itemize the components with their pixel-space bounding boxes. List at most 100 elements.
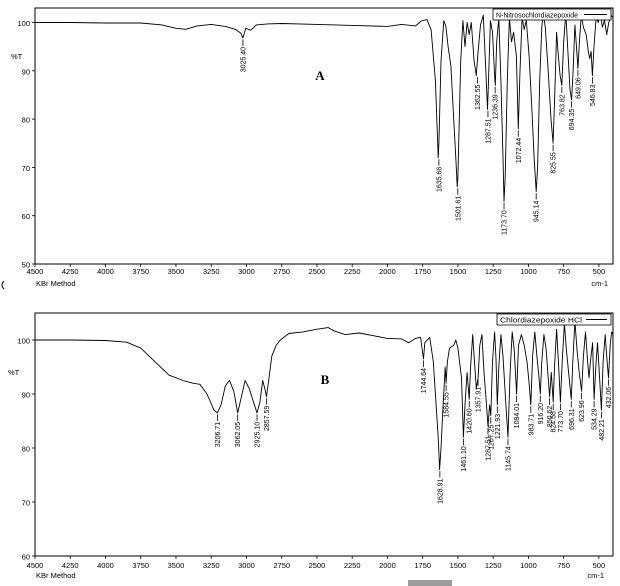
peak-label-a: 825.55 <box>551 152 558 174</box>
peak-label-b: 916.20 <box>538 403 545 425</box>
y-tick-label-b: 70 <box>22 499 30 508</box>
x-tick-label-a: 500 <box>593 267 606 276</box>
peak-label-a: 3025.40 <box>240 47 247 72</box>
panel-label-a: A <box>315 68 325 83</box>
spectrum-trace-b <box>35 320 614 471</box>
x-tick-label-b: 500 <box>593 561 606 570</box>
x-tick-label-b: 2500 <box>309 561 326 570</box>
plot-frame-a <box>34 7 614 265</box>
x-tick-label-a: 1500 <box>450 267 467 276</box>
peak-label-b: 3206.71 <box>215 422 222 447</box>
plot-frame-b <box>34 312 614 557</box>
x-tick-label-b: 1750 <box>414 561 431 570</box>
peak-label-a: 1362.55 <box>475 85 482 110</box>
x-tick-label-a: 3500 <box>168 267 185 276</box>
y-tick-label-b: 60 <box>22 553 30 562</box>
x-tick-label-a: 3750 <box>132 267 149 276</box>
ylabel-a: %T <box>11 52 23 61</box>
peak-label-b: 1221.93 <box>495 414 502 439</box>
x-tick-label-b: 4000 <box>97 561 114 570</box>
x-tick-label-b: 1500 <box>450 561 467 570</box>
y-tick-label-a: 90 <box>22 67 30 76</box>
peak-label-b: 983.71 <box>528 414 535 436</box>
x-tick-label-b: 1000 <box>520 561 537 570</box>
peak-label-b: 824.58 <box>551 411 558 433</box>
peak-label-b: 3062.05 <box>235 422 242 447</box>
x-tick-label-b: 4500 <box>27 561 44 570</box>
peak-label-a: 694.35 <box>569 109 576 131</box>
x-tick-label-a: 2500 <box>309 267 326 276</box>
peak-label-b: 534.29 <box>592 408 599 430</box>
peak-label-a: 1287.51 <box>485 118 492 143</box>
peak-label-b: 1287.51 <box>485 435 492 460</box>
y-tick-label-b: 100 <box>17 337 30 346</box>
peak-label-a: 1635.66 <box>436 167 443 192</box>
x-tick-label-b: 3750 <box>132 561 149 570</box>
spectrum-panel-a: 4500 4250 4000 3750 3500 3250 3000 2750 2500 2250… <box>11 7 614 288</box>
x-tick-label-a: 4500 <box>27 267 44 276</box>
panel-label-b: B <box>321 372 330 387</box>
peak-label-b: 1357.91 <box>476 387 483 412</box>
peak-label-b: 696.31 <box>569 408 576 430</box>
peak-label-a: 763.82 <box>559 94 566 116</box>
peak-label-b: 850.62 <box>547 406 554 428</box>
peak-label-b: 482.21 <box>599 419 606 441</box>
y-tick-label-a: 50 <box>22 261 30 270</box>
footer-right-b: cm-1 <box>587 571 604 580</box>
x-tick-label-a: 2750 <box>273 267 290 276</box>
x-tick-label-b: 4250 <box>62 561 79 570</box>
window-edge-mark <box>1 280 5 290</box>
peak-label-b: 623.96 <box>579 400 586 422</box>
peak-label-b: 773.70 <box>558 411 565 433</box>
x-tick-label-a: 3000 <box>238 267 255 276</box>
x-tick-label-a: 1000 <box>520 267 537 276</box>
legend-b: Chlordiazepoxide HCl <box>496 313 612 326</box>
legend-label-b: Chlordiazepoxide HCl <box>500 318 583 325</box>
x-tick-label-a: 2000 <box>379 267 396 276</box>
x-tick-label-a: 4000 <box>97 267 114 276</box>
peak-label-b: 432.06 <box>606 387 613 409</box>
x-tick-label-a: 750 <box>557 267 570 276</box>
footer-left-a: KBr Method <box>36 279 76 288</box>
x-tick-label-b: 3000 <box>238 561 255 570</box>
legend-a: N-Nitrosochlordiazepoxide <box>492 8 612 21</box>
peak-label-b: 2925.10 <box>255 422 262 447</box>
x-tick-label-b: 3250 <box>203 561 220 570</box>
y-tick-label-a: 70 <box>22 164 30 173</box>
peak-label-a: 546.83 <box>590 85 597 107</box>
horizontal-scrollbar-thumb[interactable] <box>408 580 452 586</box>
x-tick-label-b: 2250 <box>344 561 361 570</box>
x-tick-label-a: 3250 <box>203 267 220 276</box>
x-tick-label-a: 1750 <box>414 267 431 276</box>
peak-label-b: 1267.25 <box>488 425 495 450</box>
spectrum-trace-a <box>35 12 614 202</box>
legend-label-a: N-Nitrosochlordiazepoxide <box>496 13 578 20</box>
peak-label-a: 1501.61 <box>455 196 462 221</box>
y-tick-label-b: 90 <box>22 391 30 400</box>
ylabel-b: %T <box>8 368 20 377</box>
x-tick-label-b: 2750 <box>273 561 290 570</box>
peak-label-a: 1173.70 <box>502 210 509 235</box>
peak-label-b: 1145.74 <box>505 446 512 471</box>
x-tick-label-b: 750 <box>557 561 570 570</box>
footer-right-a: cm-1 <box>591 279 608 288</box>
peak-label-b: 1420.60 <box>467 408 474 433</box>
y-tick-label-a: 100 <box>17 19 30 28</box>
y-tick-label-b: 80 <box>22 445 30 454</box>
x-tick-label-a: 1250 <box>485 267 502 276</box>
peak-label-a: 945.14 <box>534 200 541 222</box>
peak-label-b: 2857.59 <box>264 406 271 431</box>
footer-left-b: KBr Method <box>36 571 76 580</box>
x-tick-label-a: 2250 <box>344 267 361 276</box>
peak-label-b: 1744.64 <box>421 368 428 393</box>
peak-label-b: 1084.01 <box>514 403 521 428</box>
x-tick-label-a: 4250 <box>62 267 79 276</box>
x-tick-label-b: 1250 <box>485 561 502 570</box>
peak-label-a: 1072.44 <box>516 138 523 163</box>
peak-label-b: 1628.91 <box>437 479 444 504</box>
y-tick-label-a: 80 <box>22 116 30 125</box>
peak-label-b: 1461.10 <box>461 446 468 471</box>
x-tick-label-b: 2000 <box>379 561 396 570</box>
peak-label-a: 1236.39 <box>493 94 500 119</box>
